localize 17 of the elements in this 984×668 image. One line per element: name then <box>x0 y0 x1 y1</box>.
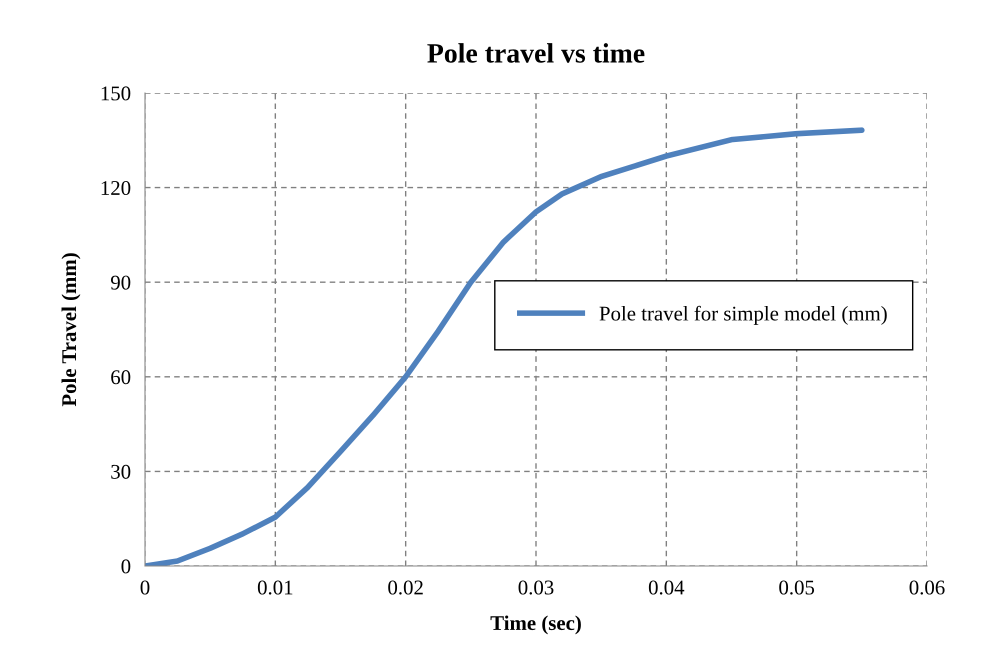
x-axis-title: Time (sec) <box>490 615 581 634</box>
y-tick-label: 120 <box>102 180 130 196</box>
y-tick-label: 30 <box>111 464 130 479</box>
y-tick-label: 0 <box>121 559 130 574</box>
x-tick-label: 0.01 <box>258 580 292 595</box>
y-tick-label: 150 <box>102 86 130 100</box>
x-tick-label: 0.02 <box>388 580 423 595</box>
x-tick-label: 0.03 <box>518 580 554 595</box>
y-tick-label: 60 <box>111 370 130 384</box>
x-tick-label: 0.05 <box>779 580 814 595</box>
x-tick-label: 0.04 <box>648 580 684 595</box>
legend-label: Pole travel for simple model (mm) <box>600 306 887 325</box>
y-axis-title: Pole Travel (mm) <box>62 253 80 406</box>
y-tick-label: 90 <box>110 276 130 290</box>
chart-title: Pole travel vs time <box>427 43 644 63</box>
x-tick-label: 0 <box>140 580 150 595</box>
x-tick-label: 0.06 <box>910 580 945 595</box>
